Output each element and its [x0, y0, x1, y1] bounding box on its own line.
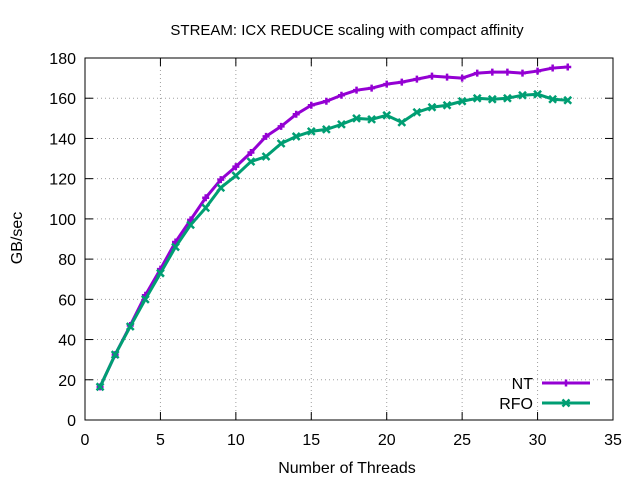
x-tick-label: 25: [453, 432, 471, 449]
data-point: [398, 78, 406, 86]
y-tick-label: 60: [58, 292, 76, 309]
x-tick-label: 10: [227, 432, 245, 449]
data-point: [292, 110, 300, 118]
data-point: [217, 176, 225, 184]
x-tick-label: 0: [81, 432, 90, 449]
legend-label: RFO: [499, 396, 533, 413]
data-point: [503, 93, 512, 103]
data-point: [534, 67, 542, 75]
y-tick-label: 0: [67, 413, 76, 430]
data-point: [564, 63, 572, 71]
data-point: [443, 73, 451, 81]
data-point: [397, 117, 407, 127]
data-point: [533, 89, 542, 99]
data-point: [110, 350, 120, 360]
data-point: [458, 74, 466, 82]
data-point: [428, 72, 436, 80]
data-point: [473, 69, 481, 77]
data-point: [472, 93, 482, 103]
x-tick-label: 20: [378, 432, 396, 449]
data-point: [277, 122, 285, 130]
data-point: [261, 152, 271, 161]
data-series: [95, 63, 573, 392]
data-point: [383, 80, 391, 88]
data-point: [337, 91, 345, 99]
data-point: [247, 149, 255, 157]
data-point: [427, 102, 437, 112]
y-axis-title: GB/sec: [9, 212, 26, 264]
data-point: [202, 194, 210, 202]
data-point: [246, 157, 256, 166]
data-point: [156, 268, 165, 278]
data-point: [412, 107, 422, 117]
legend-entry-rfo: RFO: [499, 396, 590, 413]
data-point: [368, 84, 376, 92]
plot-frame: [84, 57, 614, 421]
data-point: [518, 69, 526, 77]
data-point: [307, 101, 315, 109]
data-point: [201, 203, 211, 213]
data-point: [321, 125, 331, 134]
y-tick-label: 160: [49, 91, 76, 108]
y-tick-label: 40: [58, 333, 76, 350]
data-point: [457, 96, 467, 106]
data-point: [232, 163, 240, 171]
y-tick-label: 120: [49, 172, 76, 189]
legend-marker: [561, 398, 571, 408]
data-point: [488, 68, 496, 76]
series-line-nt: [98, 65, 568, 388]
data-point: [276, 139, 286, 148]
data-point: [306, 127, 316, 136]
data-point: [291, 132, 301, 141]
data-point: [503, 68, 511, 76]
grid-lines: [85, 58, 613, 420]
data-point: [563, 95, 573, 105]
y-tick-label: 100: [49, 212, 76, 229]
data-point: [171, 242, 180, 252]
data-point: [382, 110, 392, 120]
data-point: [231, 171, 241, 181]
data-point: [337, 119, 346, 129]
data-point: [442, 100, 452, 110]
legend-marker: [562, 379, 570, 387]
data-point: [549, 64, 557, 72]
data-point: [322, 97, 330, 105]
x-axis-title: Number of Threads: [278, 460, 416, 477]
y-tick-label: 180: [49, 51, 76, 68]
data-point: [216, 183, 226, 193]
legend: NT RFO: [499, 376, 590, 413]
y-tick-label: 140: [49, 131, 76, 148]
chart-title: STREAM: ICX REDUCE scaling with compact …: [170, 22, 524, 39]
x-tick-label: 5: [156, 432, 165, 449]
data-point: [367, 114, 377, 124]
y-tick-label: 80: [58, 252, 76, 269]
data-point: [262, 132, 270, 140]
data-point: [95, 382, 105, 392]
data-point: [140, 294, 150, 304]
data-point: [518, 90, 527, 100]
data-point: [186, 220, 195, 230]
data-point: [125, 322, 135, 331]
x-tick-label: 35: [604, 432, 622, 449]
legend-label: NT: [512, 376, 534, 393]
x-tick-label: 30: [529, 432, 547, 449]
data-point: [187, 216, 195, 224]
legend-entry-nt: NT: [512, 376, 590, 393]
y-tick-label: 20: [58, 373, 76, 390]
data-point: [413, 75, 421, 83]
data-point: [353, 86, 361, 94]
series-nt: [96, 63, 572, 391]
data-point: [352, 113, 361, 123]
series-rfo: [95, 89, 573, 392]
x-tick-label: 15: [302, 432, 320, 449]
axes: 0 20 40 60 80 100 120 140 160 180 0 5 10 15 20 25 30 35: [49, 51, 622, 449]
data-point: [487, 94, 497, 104]
data-point: [548, 94, 558, 104]
